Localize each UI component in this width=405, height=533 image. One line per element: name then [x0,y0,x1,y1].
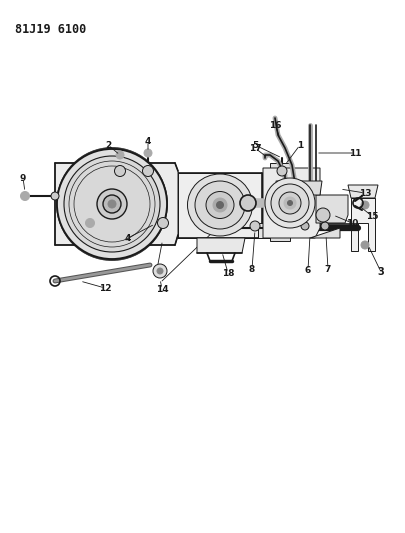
Text: 12: 12 [98,284,111,293]
Ellipse shape [187,174,252,236]
Ellipse shape [278,192,300,214]
Circle shape [360,201,368,209]
Text: 7: 7 [324,264,330,273]
Ellipse shape [205,191,233,219]
Text: 18: 18 [221,269,234,278]
Ellipse shape [270,184,308,222]
Polygon shape [257,165,284,238]
Text: 5: 5 [251,141,258,149]
Circle shape [157,217,168,229]
Text: 10: 10 [345,219,357,228]
Text: 11: 11 [348,149,360,157]
Circle shape [239,195,256,211]
Polygon shape [269,163,289,241]
Circle shape [51,192,59,200]
Text: 4: 4 [145,136,151,146]
Circle shape [300,222,308,230]
Polygon shape [196,238,244,253]
Circle shape [103,195,121,213]
Circle shape [360,241,368,249]
Ellipse shape [264,178,314,228]
Text: 16: 16 [268,120,281,130]
Circle shape [20,191,30,200]
Circle shape [315,208,329,222]
Text: 17: 17 [248,143,261,152]
Circle shape [97,189,127,219]
Circle shape [144,149,151,157]
Circle shape [153,264,166,278]
Text: 8: 8 [248,264,254,273]
Circle shape [216,201,223,208]
Polygon shape [262,168,319,238]
Text: 14: 14 [155,285,168,294]
Text: 3: 3 [377,267,384,277]
Circle shape [108,200,116,208]
Circle shape [142,166,153,176]
Polygon shape [347,185,377,198]
Circle shape [157,268,162,274]
Polygon shape [309,228,339,238]
Circle shape [213,198,226,212]
Polygon shape [350,198,374,251]
Circle shape [116,151,124,159]
Polygon shape [177,173,261,238]
Circle shape [64,156,160,252]
Circle shape [284,197,295,209]
Polygon shape [55,163,177,245]
Circle shape [276,166,286,176]
Text: 15: 15 [365,212,377,221]
Text: 2: 2 [104,141,111,149]
Text: 6: 6 [304,265,310,274]
Polygon shape [315,195,347,223]
Circle shape [287,200,292,206]
Text: 9: 9 [20,174,26,182]
Text: 4: 4 [124,233,131,243]
Circle shape [85,219,94,228]
Polygon shape [275,181,321,195]
Ellipse shape [194,181,244,229]
Circle shape [320,222,328,230]
Circle shape [57,149,166,259]
Circle shape [114,166,125,176]
Text: 81J19 6100: 81J19 6100 [15,23,86,36]
Text: 1: 1 [296,141,303,149]
Text: 13: 13 [358,189,370,198]
Circle shape [249,221,259,231]
